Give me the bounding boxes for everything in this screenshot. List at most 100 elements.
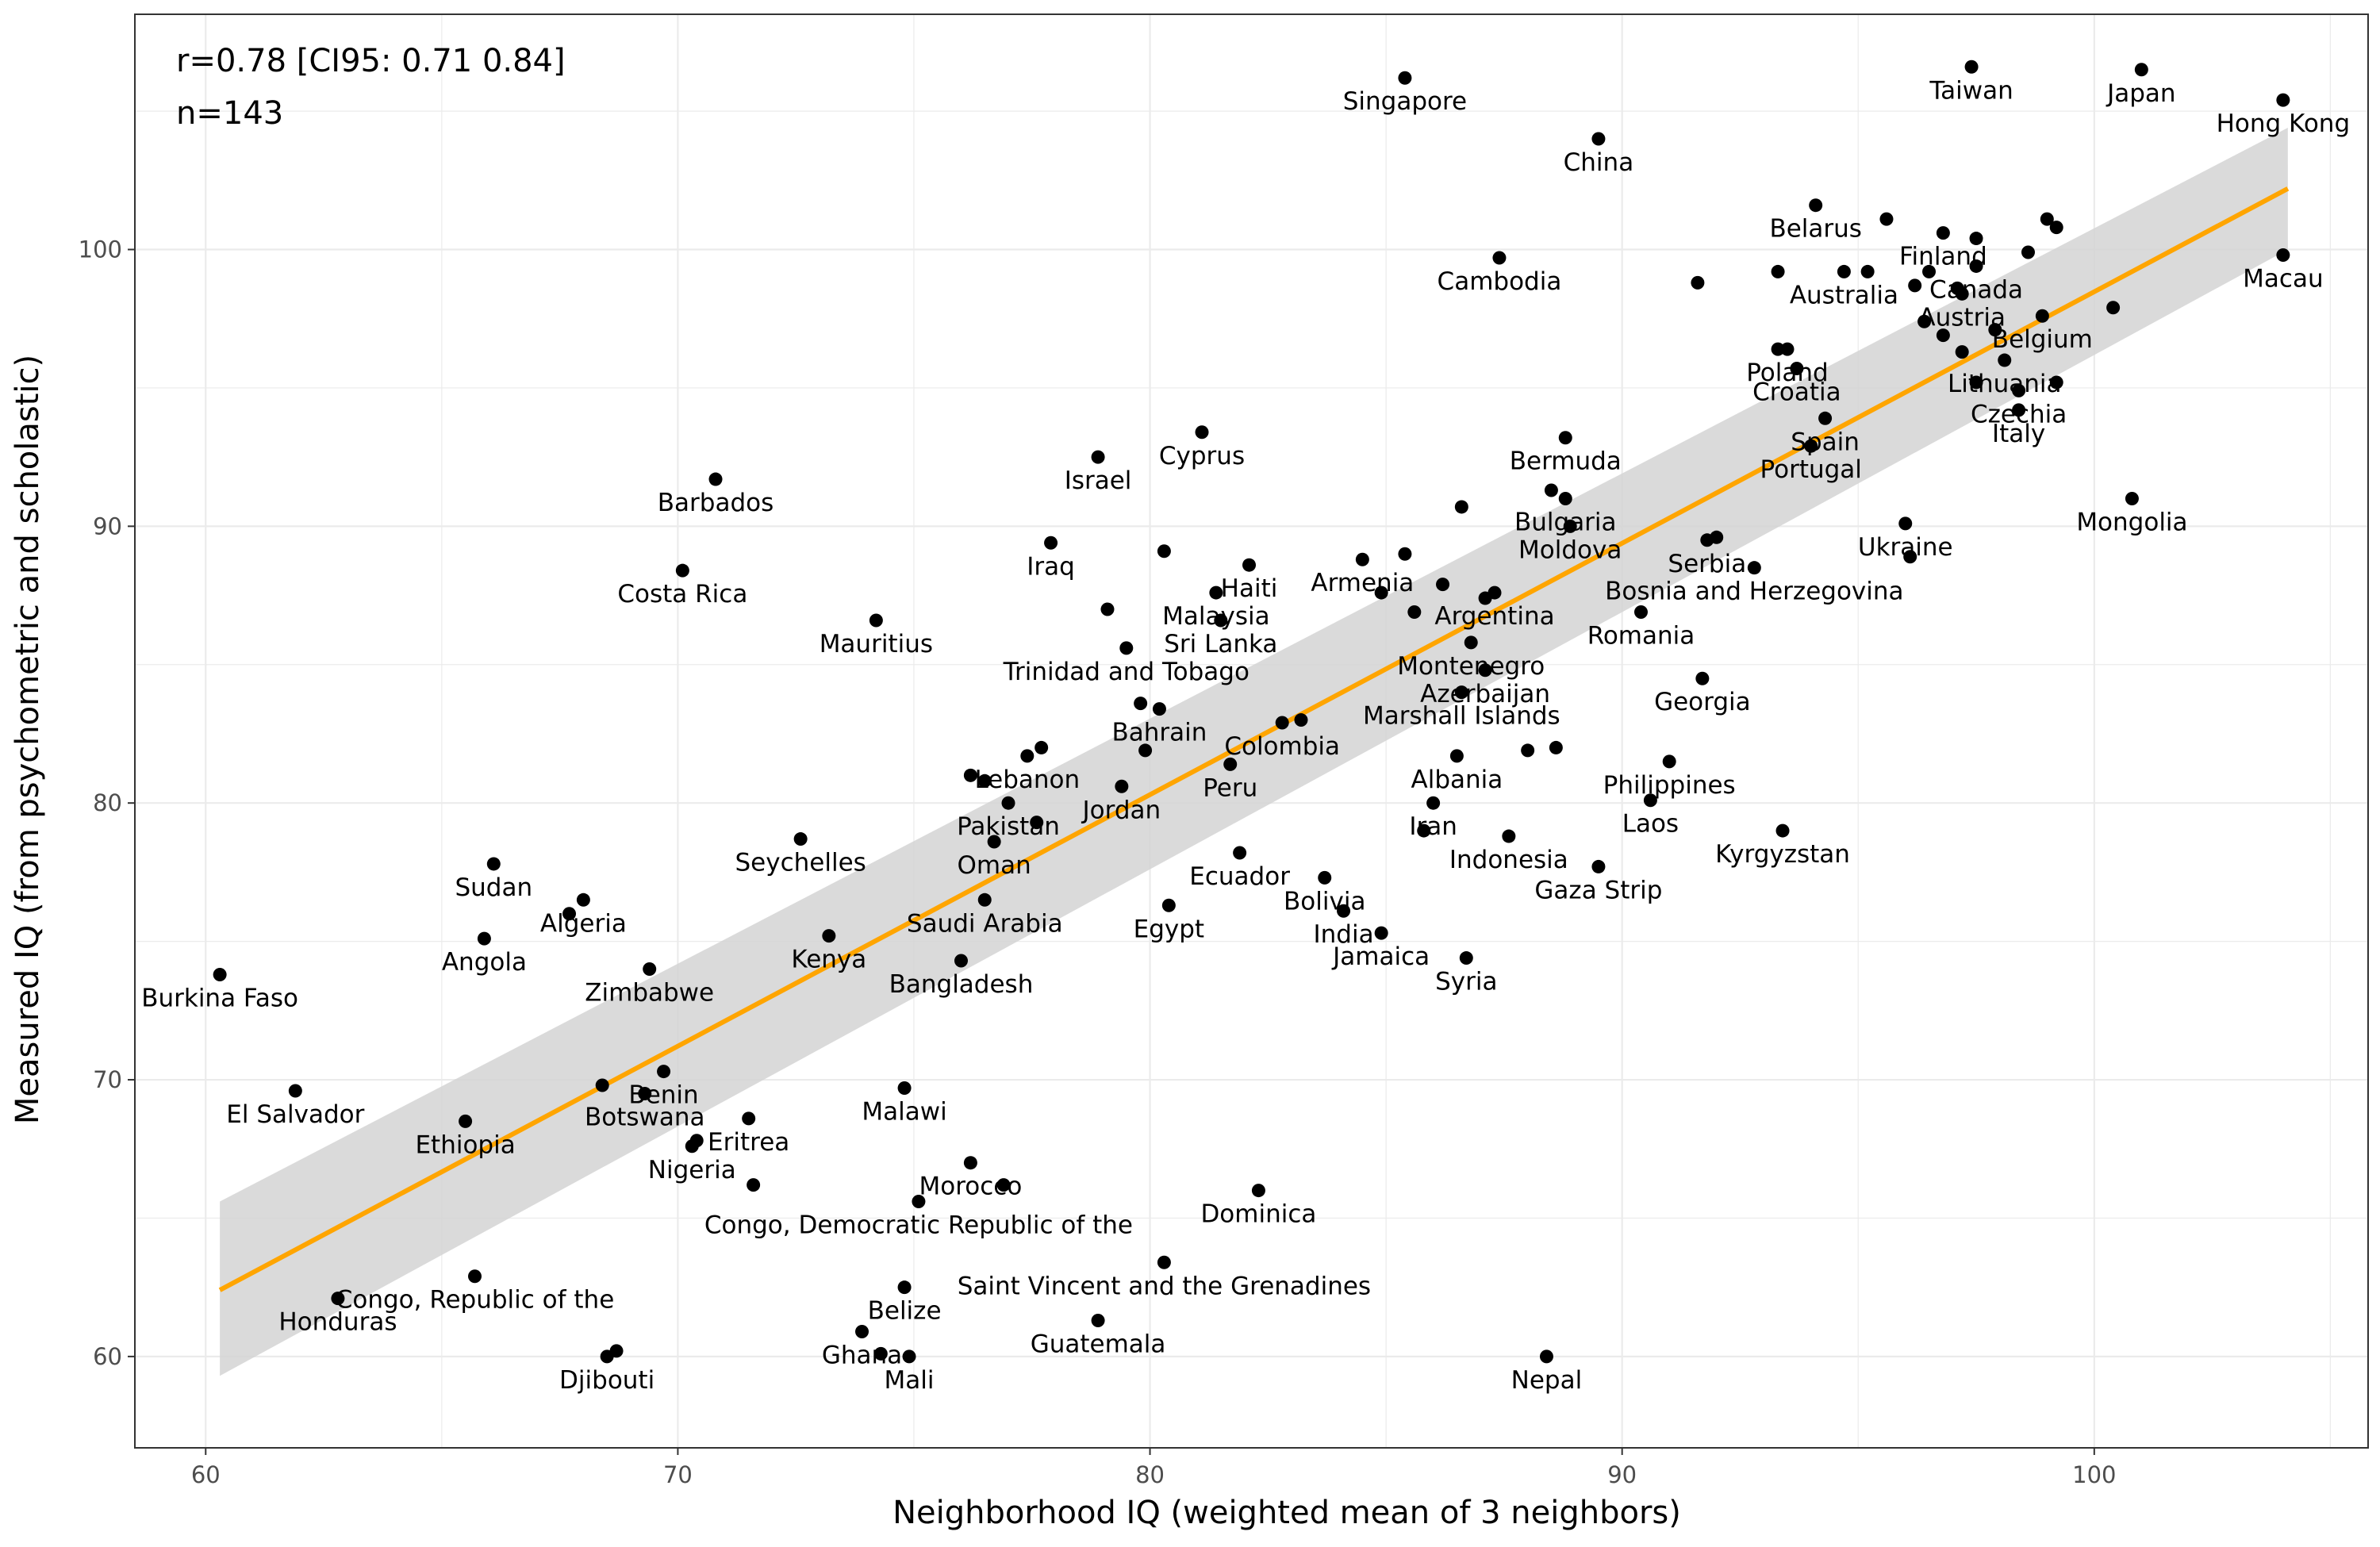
point-label: Colombia [1224,732,1340,761]
data-point [1030,816,1044,830]
data-point [576,892,590,907]
point-label: China [1564,148,1634,177]
data-point [897,1280,912,1295]
panel-border [134,13,2369,1449]
data-point [1478,663,1492,678]
point-label: Dominica [1200,1200,1316,1229]
data-point [1152,702,1166,716]
point-label: Congo, Democratic Republic of the [704,1211,1133,1240]
data-point [657,1065,671,1079]
data-point [1374,585,1388,600]
data-point [1318,870,1332,885]
data-point [1242,558,1257,572]
point-label: Philippines [1603,771,1736,800]
data-point [1459,951,1473,965]
data-point [1398,71,1412,85]
x-axis-ticks: 60 70 80 90 100 [191,1448,2117,1488]
data-point [1337,904,1351,918]
data-point [1233,846,1247,860]
confidence-ribbon [220,128,2288,1376]
data-point [1710,530,1724,544]
point-label: El Salvador [226,1100,364,1129]
data-point [638,1086,652,1100]
data-point [1969,232,1983,246]
point-label: Croatia [1752,378,1841,407]
x-tick-label: 80 [1135,1461,1165,1488]
data-point [1998,353,2012,367]
data-point [822,929,836,943]
point-label: Bolivia [1284,887,1365,916]
point-label: Mauritius [820,630,933,658]
point-label: Georgia [1654,688,1751,716]
point-label: Armenia [1311,569,1414,597]
point-label: Barbados [658,489,774,517]
data-point [2106,301,2121,315]
x-tick-label: 60 [191,1461,221,1488]
data-point [1790,362,1804,376]
data-point [1809,198,1823,213]
point-label: Ukraine [1858,533,1953,562]
y-axis-ticks: 60 70 80 90 100 [79,236,135,1370]
point-label: Malaysia [1162,602,1269,631]
point-label: Laos [1622,810,1679,839]
data-point [1209,585,1223,600]
data-point [562,907,577,921]
point-label: Honduras [278,1308,397,1337]
data-point [742,1111,756,1126]
data-point [2276,248,2290,262]
data-point [331,1292,345,1306]
data-point [1355,552,1369,566]
data-point [1771,264,1785,278]
data-point [1775,823,1790,838]
data-point [1464,635,1478,650]
point-label: Cyprus [1159,442,1245,470]
data-point [963,768,977,782]
data-point [1539,1349,1553,1364]
data-point [1633,605,1648,619]
point-label: Czechia [1971,400,2067,428]
data-point [1591,859,1606,873]
data-point [1558,491,1572,505]
point-label: Oman [958,851,1031,880]
point-label: Djibouti [559,1366,654,1395]
data-point [1091,1314,1105,1328]
data-point [954,954,968,968]
data-point [1417,823,1431,838]
point-label: Belarus [1769,215,1862,244]
y-tick-label: 90 [93,512,122,539]
point-label: Kenya [791,946,866,974]
data-point [2040,212,2054,226]
data-point [1818,411,1833,425]
data-point [902,1349,916,1364]
point-label: Costa Rica [617,580,747,608]
data-point [2012,383,2026,397]
point-label: Egypt [1134,915,1204,943]
point-label: Austria [1918,303,2006,332]
data-point [1214,613,1228,628]
point-label: Saudi Arabia [907,909,1063,938]
point-label: Israel [1065,466,1132,495]
point-label: Canada [1929,275,2023,304]
data-point [1747,561,1761,575]
data-point [996,1178,1011,1192]
point-label: Sudan [455,873,532,902]
data-point [1898,516,1913,531]
point-label: Albania [1411,766,1503,794]
point-label: Mali [885,1366,935,1395]
point-label: Ethiopia [415,1130,515,1159]
data-point [1426,796,1441,810]
data-point [1100,602,1115,616]
point-label: Saint Vincent and the Grenadines [958,1272,1371,1300]
data-point [1223,757,1238,771]
data-point [2049,375,2063,390]
point-label: India [1314,920,1374,949]
point-label: Azerbaijan [1420,680,1550,708]
point-label: Bosnia and Herzegovina [1605,578,1903,606]
regression-line [218,186,2290,1292]
point-label: Bulgaria [1514,508,1617,536]
point-label: Montenegro [1397,652,1545,681]
data-point [1591,132,1606,146]
data-point [963,1156,977,1170]
point-label: Indonesia [1449,846,1568,874]
